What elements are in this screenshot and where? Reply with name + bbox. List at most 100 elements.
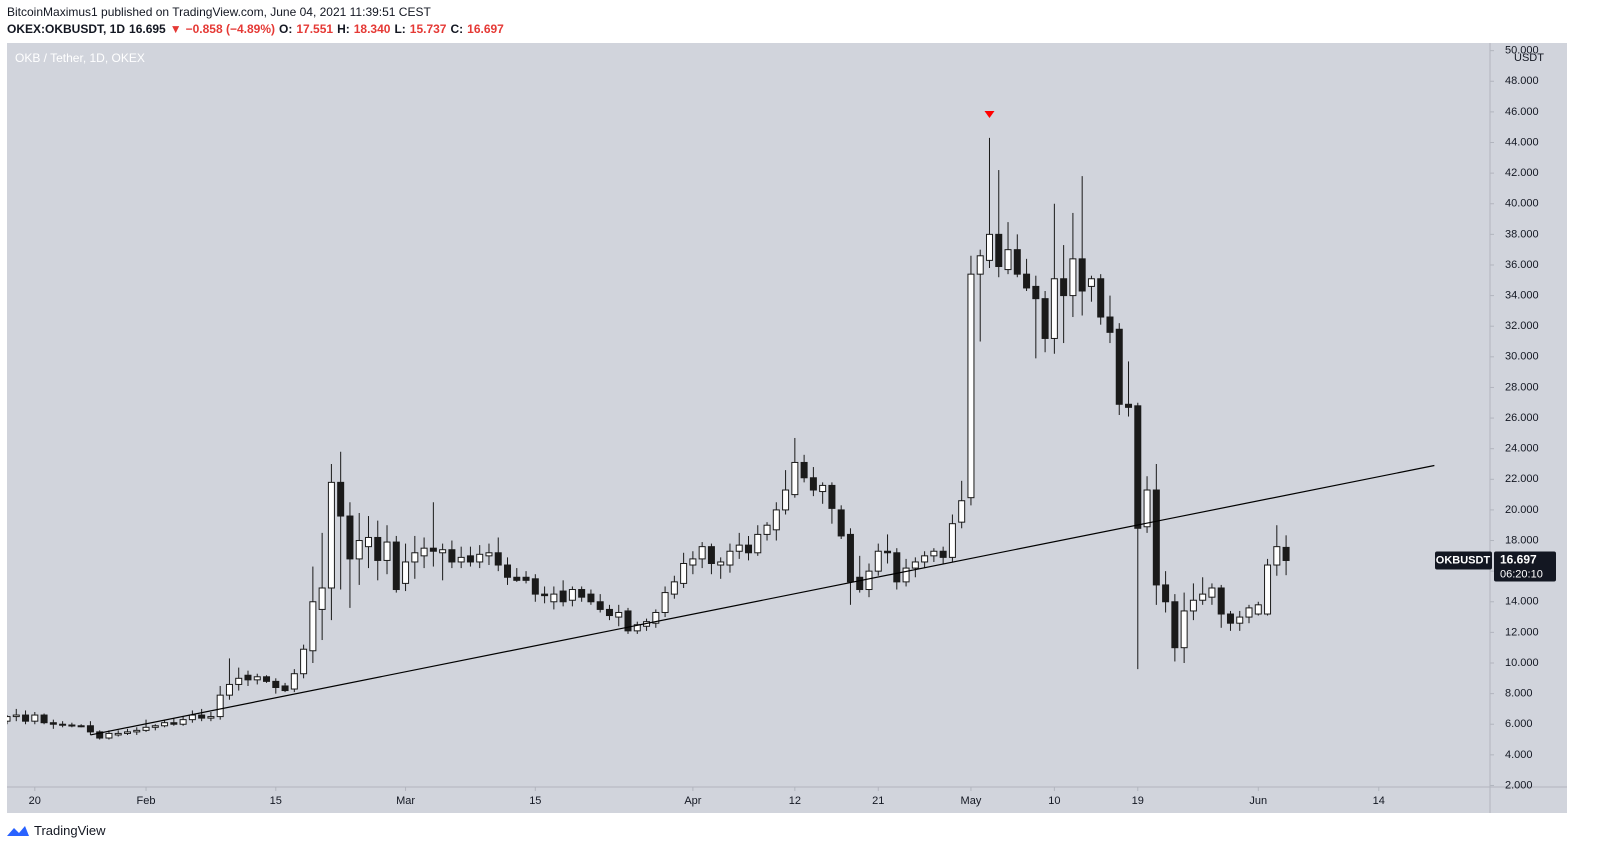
candle-body — [670, 581, 678, 595]
candle-body — [12, 714, 20, 718]
candle-body — [402, 561, 410, 584]
candle-body — [207, 716, 215, 719]
candle-body — [466, 555, 474, 563]
candle-body — [568, 589, 576, 601]
x-tick-label: May — [961, 795, 982, 807]
symbol-segment: −0.858 (−4.89%) — [185, 22, 276, 36]
candle-body — [939, 550, 947, 558]
price-tag-value: 16.697 — [1500, 553, 1537, 567]
candle-body — [791, 461, 799, 496]
candle-body — [364, 536, 372, 548]
candle-body — [1106, 316, 1114, 333]
candle-body — [253, 676, 261, 681]
y-tick-label: 4.000 — [1505, 749, 1533, 761]
candle-body — [707, 546, 715, 564]
symbol-segment: ▼ — [169, 22, 182, 36]
candle-body — [967, 273, 975, 499]
candle-body — [652, 611, 660, 624]
candle-body — [374, 536, 382, 561]
candle-body — [383, 541, 391, 561]
candle-body — [504, 564, 512, 578]
candle-body — [541, 593, 549, 597]
candle-body — [1208, 587, 1216, 598]
candle-body — [494, 552, 502, 566]
candle-body — [1226, 613, 1234, 624]
candle-body — [1264, 564, 1272, 615]
candle-body — [1023, 273, 1031, 289]
candle-body — [1041, 298, 1049, 339]
candle-body — [809, 477, 817, 491]
candle-body — [698, 546, 706, 560]
symbol-tag — [1435, 551, 1492, 570]
candle-body — [1152, 489, 1160, 586]
candle-body — [179, 719, 187, 725]
candle-body — [114, 732, 122, 736]
y-tick-label: 10.000 — [1505, 657, 1539, 669]
candle-body — [680, 562, 688, 584]
candle-body — [615, 611, 623, 618]
candle-body — [828, 484, 836, 509]
candle-body — [151, 725, 159, 728]
chart-background — [7, 43, 1567, 813]
candle-body — [1078, 258, 1086, 292]
candle-body — [1032, 285, 1040, 300]
y-tick-label: 44.000 — [1505, 136, 1539, 148]
candle-body — [837, 509, 845, 537]
candle-body — [735, 544, 743, 552]
y-tick-label: 8.000 — [1505, 688, 1533, 700]
candle-body — [1069, 258, 1077, 297]
candle-body — [958, 500, 966, 523]
candle-body — [772, 509, 780, 531]
candle-body — [457, 556, 465, 563]
price-tag-countdown: 06:20:10 — [1500, 568, 1543, 580]
plot-area — [7, 110, 1435, 740]
symbol-segment: 15.737 — [409, 22, 447, 36]
candle-body — [346, 515, 354, 560]
y-tick-label: 26.000 — [1505, 412, 1539, 424]
candle-body — [309, 601, 317, 652]
candle-body — [188, 714, 196, 721]
candle-body — [1087, 278, 1095, 287]
candle-body — [86, 725, 94, 733]
candle-body — [96, 731, 104, 739]
symbol-segment: 18.340 — [353, 22, 391, 36]
candle-body — [1282, 546, 1290, 561]
x-tick-label: 15 — [270, 795, 282, 807]
candle-body — [225, 683, 233, 696]
x-tick-label: Apr — [684, 795, 701, 807]
chart: OKB / Tether, 1D, OKEX USDT 2.000 4.000 6.… — [7, 43, 1567, 813]
candle-body — [865, 570, 873, 591]
x-tick-label: 14 — [1373, 795, 1385, 807]
candle-body — [198, 714, 206, 719]
candle-body — [392, 541, 400, 591]
candle-body — [522, 576, 530, 581]
x-tick-label: Mar — [396, 795, 415, 807]
candle-body — [355, 540, 363, 560]
candle-body — [281, 685, 289, 692]
header: BitcoinMaximus1 published on TradingView… — [7, 4, 508, 38]
y-tick-label: 32.000 — [1505, 320, 1539, 332]
candle-body — [782, 489, 790, 511]
candle-body — [235, 677, 243, 685]
candle-body — [77, 725, 85, 728]
footer: TradingView — [6, 823, 106, 838]
candle-body — [1273, 546, 1281, 566]
candle-body — [911, 561, 919, 569]
candle-body — [1050, 278, 1058, 339]
candle-body — [550, 593, 558, 603]
x-tick-label: Jun — [1249, 795, 1267, 807]
symbol-segment: 16.697 — [467, 22, 504, 36]
symbol-segment: 16.695 — [129, 22, 166, 36]
candle-body — [327, 481, 335, 589]
candle-body — [318, 587, 326, 610]
candle-body — [272, 680, 280, 688]
candle-body — [1245, 607, 1253, 618]
candle-body — [921, 555, 929, 563]
y-tick-label: 22.000 — [1505, 473, 1539, 485]
symbol-segment: 17.551 — [296, 22, 334, 36]
candle-body — [596, 601, 604, 610]
candle-body — [559, 590, 567, 603]
candle-body — [624, 610, 632, 632]
candle-body — [1162, 584, 1170, 603]
